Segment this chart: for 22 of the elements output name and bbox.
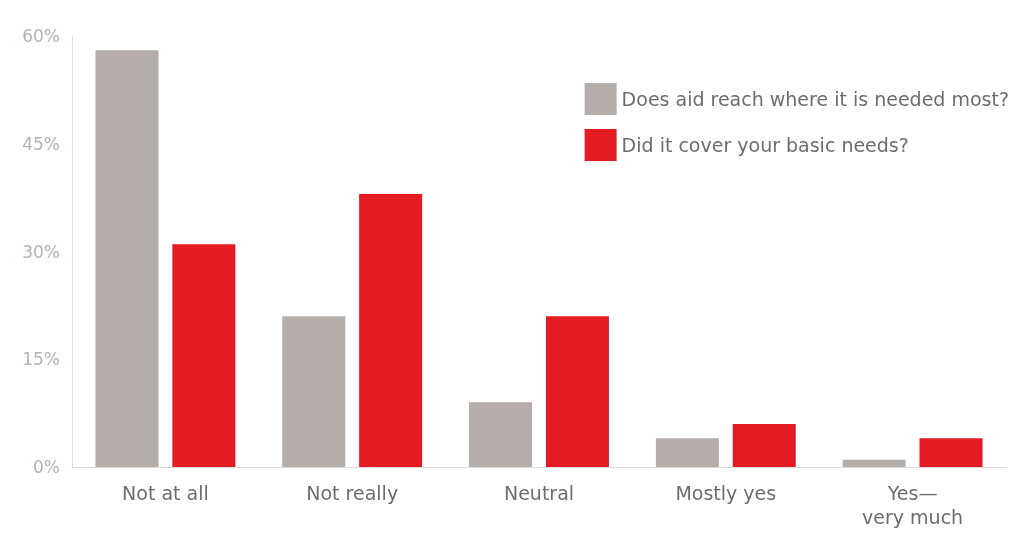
bar (282, 316, 346, 467)
bar (919, 438, 983, 467)
x-tick-label: Not really (306, 482, 399, 504)
y-tick-label: 0% (33, 457, 60, 477)
x-tick-label: Not at all (122, 482, 209, 504)
bar (545, 316, 609, 467)
bar (95, 50, 159, 467)
bar (655, 438, 719, 467)
legend-label: Does aid reach where it is needed most? (621, 88, 1010, 110)
bar (842, 459, 906, 467)
bar (359, 194, 423, 467)
y-tick-label: 30% (22, 241, 60, 262)
bar (732, 423, 796, 467)
bar (469, 402, 533, 467)
x-tick-label: Neutral (503, 482, 575, 504)
y-tick-label: 45% (22, 133, 60, 154)
y-tick-label: 60% (22, 26, 60, 46)
x-tick-label: Yes— very much (862, 482, 964, 528)
legend-label: Did it cover your basic needs? (621, 134, 909, 156)
x-tick-label: Mostly yes (675, 482, 777, 504)
bar (172, 244, 236, 467)
y-tick-label: 15% (22, 349, 60, 370)
